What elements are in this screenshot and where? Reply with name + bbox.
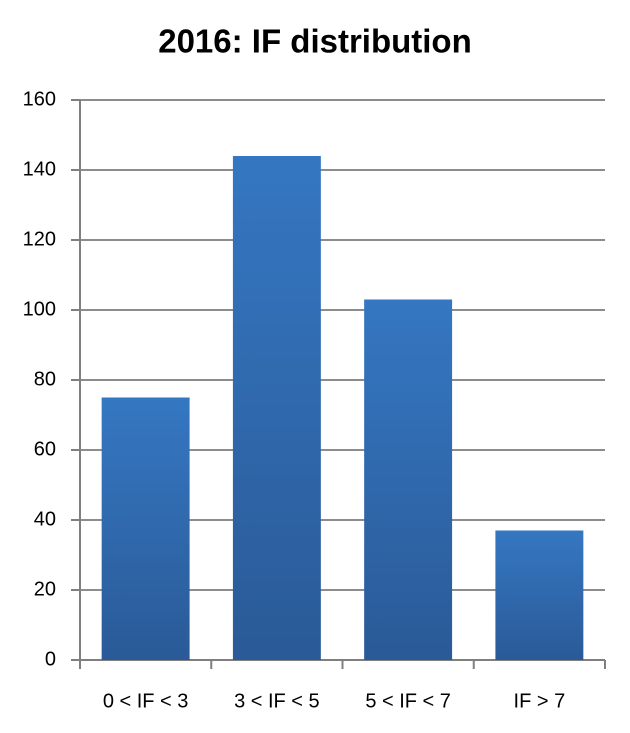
y-tick-label: 60 [34,438,56,460]
bar [495,530,584,660]
y-tick-label: 100 [23,298,56,320]
y-tick-label: 140 [23,158,56,180]
chart-title: 2016: IF distribution [158,23,472,60]
bar [101,397,190,660]
y-tick-label: 160 [23,88,56,110]
y-tick-label: 120 [23,228,56,250]
bar [364,299,453,660]
y-tick-label: 20 [34,578,56,600]
y-tick-label: 80 [34,368,56,390]
y-tick-label: 40 [34,508,56,530]
x-tick-label: 5 < IF < 7 [365,690,451,712]
x-tick-label: IF > 7 [514,690,566,712]
y-tick-label: 0 [45,648,56,670]
x-tick-label: 3 < IF < 5 [234,690,320,712]
x-tick-label: 0 < IF < 3 [103,690,189,712]
bar [232,156,321,660]
